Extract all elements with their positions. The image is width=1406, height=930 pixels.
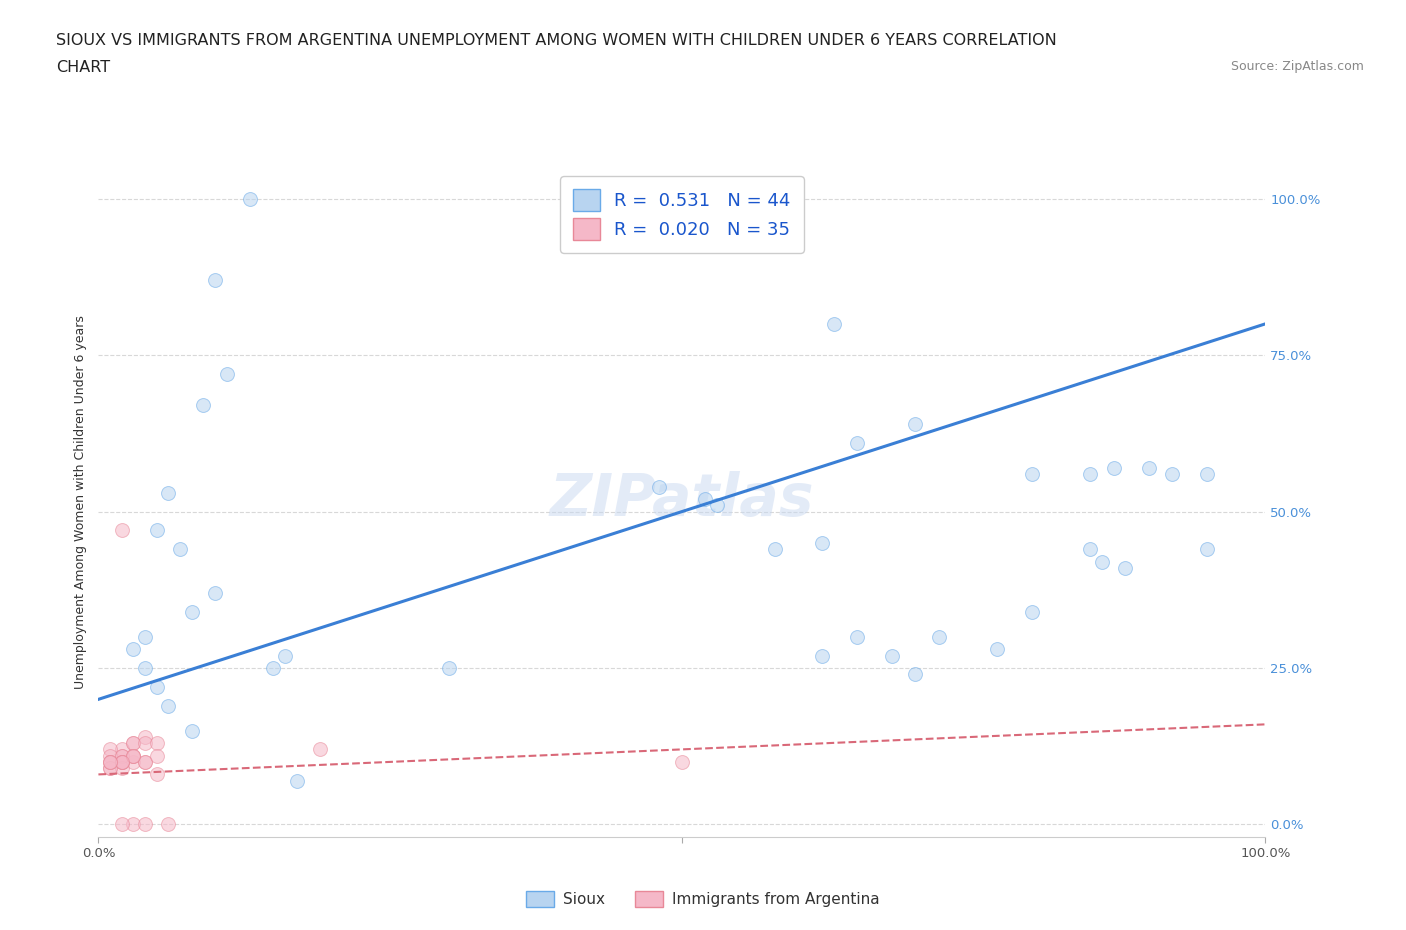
Text: CHART: CHART [56,60,110,75]
Point [1021,467,1043,482]
Point [111,761,134,776]
Point [437,660,460,675]
Point [706,498,728,512]
Point [763,541,786,556]
Point [98,754,121,769]
Point [880,648,903,663]
Point [309,742,332,757]
Text: Source: ZipAtlas.com: Source: ZipAtlas.com [1230,60,1364,73]
Point [1161,467,1184,482]
Point [134,754,156,769]
Point [111,754,134,769]
Point [98,761,121,776]
Point [262,660,284,675]
Point [823,316,845,331]
Point [1195,467,1218,482]
Point [146,523,169,538]
Point [215,366,238,381]
Point [134,660,156,675]
Point [122,642,145,657]
Point [695,492,717,507]
Point [239,192,262,206]
Point [134,729,156,744]
Point [146,767,169,782]
Point [845,630,868,644]
Point [904,417,927,432]
Point [111,749,134,764]
Point [122,749,145,764]
Point [111,523,134,538]
Point [845,435,868,450]
Point [811,536,834,551]
Point [122,754,145,769]
Y-axis label: Unemployment Among Women with Children Under 6 years: Unemployment Among Women with Children U… [75,315,87,689]
Point [111,754,134,769]
Text: SIOUX VS IMMIGRANTS FROM ARGENTINA UNEMPLOYMENT AMONG WOMEN WITH CHILDREN UNDER : SIOUX VS IMMIGRANTS FROM ARGENTINA UNEMP… [56,33,1057,47]
Point [1091,554,1114,569]
Point [811,648,834,663]
Point [204,586,226,601]
Point [1114,561,1136,576]
Point [111,754,134,769]
Point [111,817,134,832]
Point [134,736,156,751]
Legend: Sioux, Immigrants from Argentina: Sioux, Immigrants from Argentina [520,884,886,913]
Point [134,817,156,832]
Point [122,736,145,751]
Point [122,749,145,764]
Point [122,749,145,764]
Point [1137,460,1160,475]
Point [1080,467,1102,482]
Point [157,817,180,832]
Point [180,724,202,738]
Point [193,398,215,413]
Point [1021,604,1043,619]
Point [1195,541,1218,556]
Point [671,754,693,769]
Point [1080,541,1102,556]
Point [986,642,1008,657]
Point [904,667,927,682]
Point [134,754,156,769]
Point [146,736,169,751]
Point [204,272,226,287]
Point [98,742,121,757]
Point [111,749,134,764]
Point [146,680,169,695]
Point [98,761,121,776]
Point [98,749,121,764]
Point [928,630,950,644]
Point [647,479,669,494]
Point [274,648,297,663]
Point [157,485,180,500]
Point [111,742,134,757]
Point [111,754,134,769]
Point [98,754,121,769]
Point [98,754,121,769]
Point [122,736,145,751]
Text: ZIPatlas: ZIPatlas [550,471,814,527]
Point [169,541,191,556]
Point [285,773,308,788]
Point [157,698,180,713]
Point [134,630,156,644]
Point [122,817,145,832]
Point [180,604,202,619]
Point [146,749,169,764]
Legend: R =  0.531   N = 44, R =  0.020   N = 35: R = 0.531 N = 44, R = 0.020 N = 35 [561,177,803,253]
Point [1102,460,1125,475]
